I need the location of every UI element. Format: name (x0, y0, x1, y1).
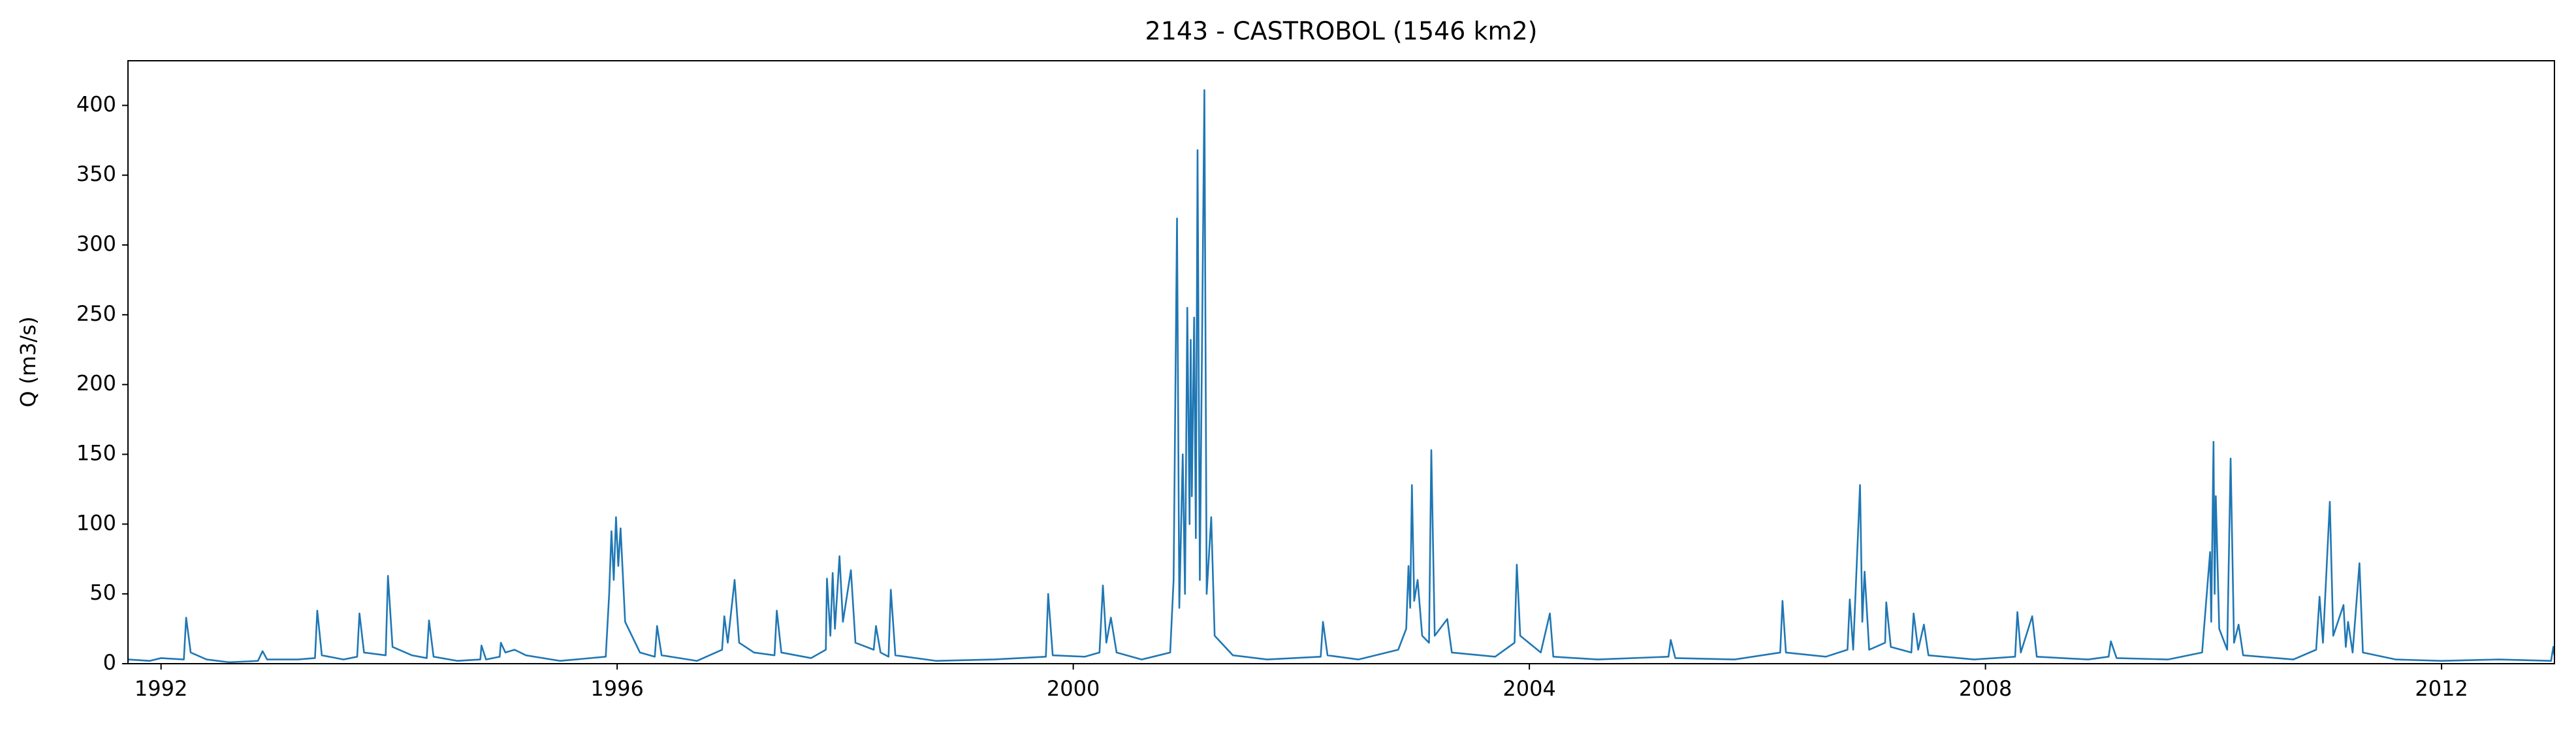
data-line (128, 89, 2554, 664)
y-tick-label: 0 (103, 650, 116, 675)
y-tick-label: 400 (76, 91, 116, 116)
y-tick-label: 350 (76, 161, 116, 186)
x-tick-label: 2008 (1959, 676, 2012, 701)
x-tick-label: 2004 (1503, 676, 1555, 701)
y-tick-label: 150 (76, 441, 116, 466)
x-tick-label: 2000 (1047, 676, 1100, 701)
y-tick-label: 300 (76, 231, 116, 256)
y-tick-label: 250 (76, 301, 116, 326)
plot-frame (127, 60, 2555, 664)
y-tick-label: 100 (76, 510, 116, 535)
chart-title: 2143 - CASTROBOL (1546 km2) (1145, 17, 1538, 46)
y-tick-label: 200 (76, 371, 116, 396)
y-axis-label: Q (m3/s) (16, 316, 40, 407)
plot-area (128, 89, 2554, 664)
x-tick-label: 2012 (2415, 676, 2468, 701)
x-tick-label: 1992 (135, 676, 187, 701)
x-tick-label: 1996 (590, 676, 643, 701)
y-tick-label: 50 (89, 580, 116, 605)
